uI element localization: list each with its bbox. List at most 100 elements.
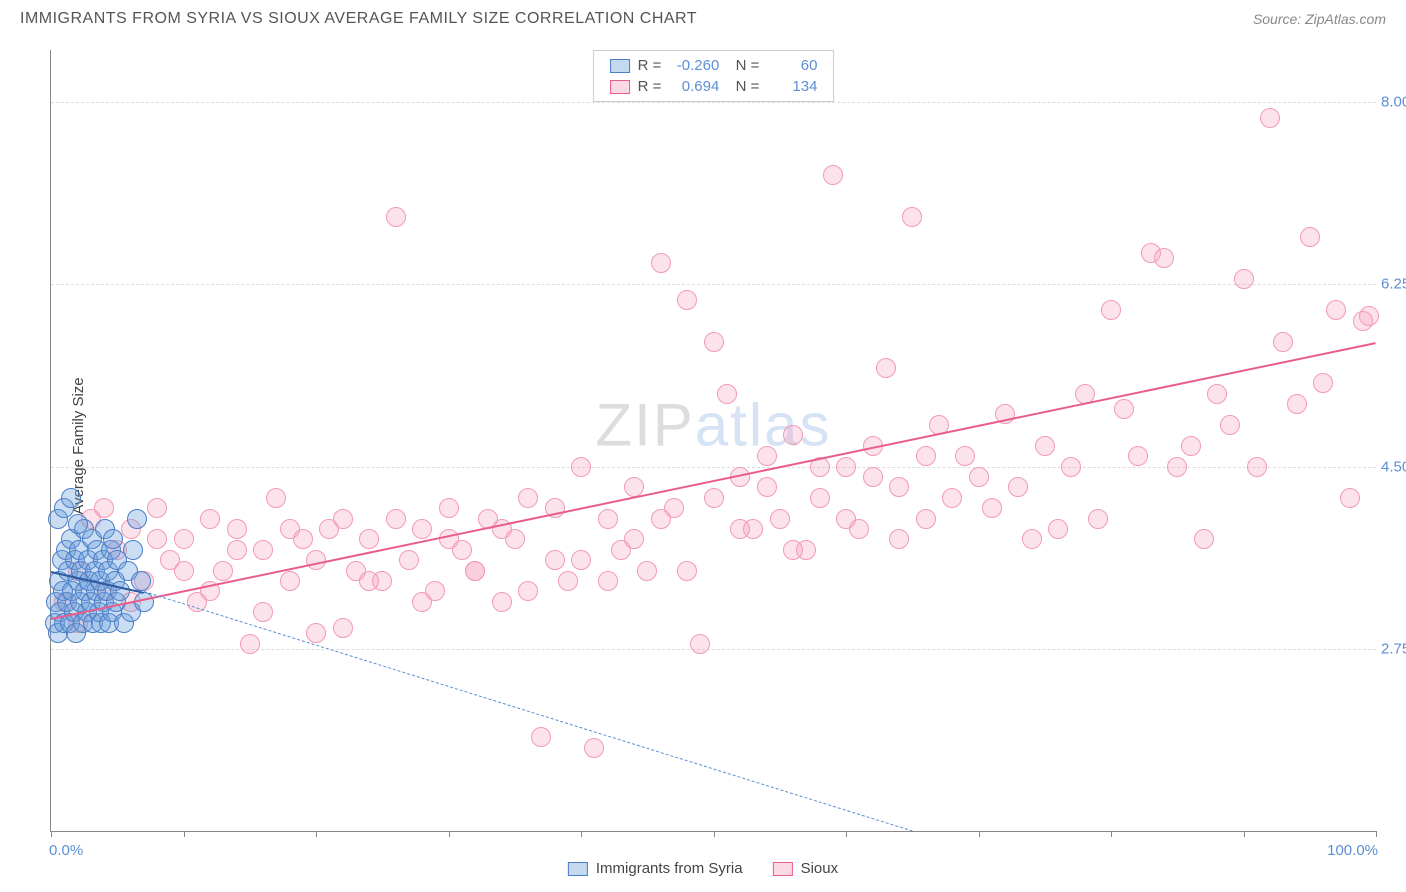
data-point: [123, 540, 143, 560]
x-tick: [316, 831, 317, 837]
stats-row-blue: R = -0.260 N = 60: [610, 55, 818, 76]
data-point: [518, 581, 538, 601]
swatch-blue-icon: [610, 59, 630, 73]
stat-n-pink: 134: [767, 78, 817, 95]
data-point: [1234, 269, 1254, 289]
data-point: [465, 561, 485, 581]
data-point: [704, 332, 724, 352]
data-point: [386, 207, 406, 227]
chart-plot-area: ZIPatlas R = -0.260 N = 60 R = 0.694 N =…: [50, 50, 1376, 832]
data-point: [717, 384, 737, 404]
stat-n-label: N =: [727, 57, 759, 74]
source-label: Source: ZipAtlas.com: [1253, 11, 1386, 27]
data-point: [531, 727, 551, 747]
legend-label: Sioux: [801, 860, 839, 877]
data-point: [770, 509, 790, 529]
chart-title: IMMIGRANTS FROM SYRIA VS SIOUX AVERAGE F…: [20, 10, 697, 28]
data-point: [1114, 399, 1134, 419]
data-point: [253, 602, 273, 622]
data-point: [637, 561, 657, 581]
x-tick: [449, 831, 450, 837]
data-point: [757, 477, 777, 497]
data-point: [412, 519, 432, 539]
gridline: [51, 284, 1376, 285]
data-point: [823, 165, 843, 185]
data-point: [1260, 108, 1280, 128]
data-point: [571, 550, 591, 570]
data-point: [598, 571, 618, 591]
data-point: [213, 561, 233, 581]
y-tick-label: 4.50: [1381, 458, 1406, 475]
x-tick: [184, 831, 185, 837]
data-point: [1247, 457, 1267, 477]
data-point: [876, 358, 896, 378]
data-point: [1101, 300, 1121, 320]
x-tick: [581, 831, 582, 837]
data-point: [127, 509, 147, 529]
data-point: [333, 509, 353, 529]
data-point: [651, 509, 671, 529]
data-point: [757, 446, 777, 466]
x-tick: [846, 831, 847, 837]
data-point: [94, 498, 114, 518]
data-point: [253, 540, 273, 560]
data-point: [68, 514, 88, 534]
data-point: [1181, 436, 1201, 456]
data-point: [280, 571, 300, 591]
data-point: [677, 290, 697, 310]
stat-r-blue: -0.260: [669, 57, 719, 74]
data-point: [147, 529, 167, 549]
data-point: [730, 519, 750, 539]
data-point: [1035, 436, 1055, 456]
stats-row-pink: R = 0.694 N = 134: [610, 76, 818, 97]
stat-n-blue: 60: [767, 57, 817, 74]
legend-item-pink: Sioux: [773, 860, 839, 877]
data-point: [439, 498, 459, 518]
data-point: [1207, 384, 1227, 404]
swatch-pink-icon: [610, 80, 630, 94]
data-point: [399, 550, 419, 570]
data-point: [386, 509, 406, 529]
data-point: [227, 519, 247, 539]
data-point: [545, 550, 565, 570]
stat-n-label: N =: [727, 78, 759, 95]
stat-r-label: R =: [638, 78, 662, 95]
data-point: [598, 509, 618, 529]
data-point: [889, 477, 909, 497]
swatch-blue-icon: [568, 862, 588, 876]
data-point: [412, 592, 432, 612]
data-point: [571, 457, 591, 477]
data-point: [624, 529, 644, 549]
data-point: [916, 509, 936, 529]
data-point: [889, 529, 909, 549]
data-point: [359, 529, 379, 549]
data-point: [103, 529, 123, 549]
bottom-legend: Immigrants from Syria Sioux: [568, 860, 838, 877]
data-point: [584, 738, 604, 758]
data-point: [955, 446, 975, 466]
legend-label: Immigrants from Syria: [596, 860, 743, 877]
data-point: [174, 529, 194, 549]
data-point: [1048, 519, 1068, 539]
data-point: [492, 592, 512, 612]
data-point: [916, 446, 936, 466]
x-tick: [714, 831, 715, 837]
y-tick-label: 6.25: [1381, 276, 1406, 293]
x-tick: [1244, 831, 1245, 837]
x-min-label: 0.0%: [49, 842, 83, 859]
data-point: [131, 571, 151, 591]
y-tick-label: 2.75: [1381, 640, 1406, 657]
data-point: [1088, 509, 1108, 529]
data-point: [902, 207, 922, 227]
data-point: [518, 488, 538, 508]
data-point: [1194, 529, 1214, 549]
data-point: [677, 561, 697, 581]
data-point: [1287, 394, 1307, 414]
data-point: [836, 457, 856, 477]
data-point: [783, 425, 803, 445]
data-point: [651, 253, 671, 273]
data-point: [558, 571, 578, 591]
legend-item-blue: Immigrants from Syria: [568, 860, 743, 877]
data-point: [1220, 415, 1240, 435]
data-point: [439, 529, 459, 549]
